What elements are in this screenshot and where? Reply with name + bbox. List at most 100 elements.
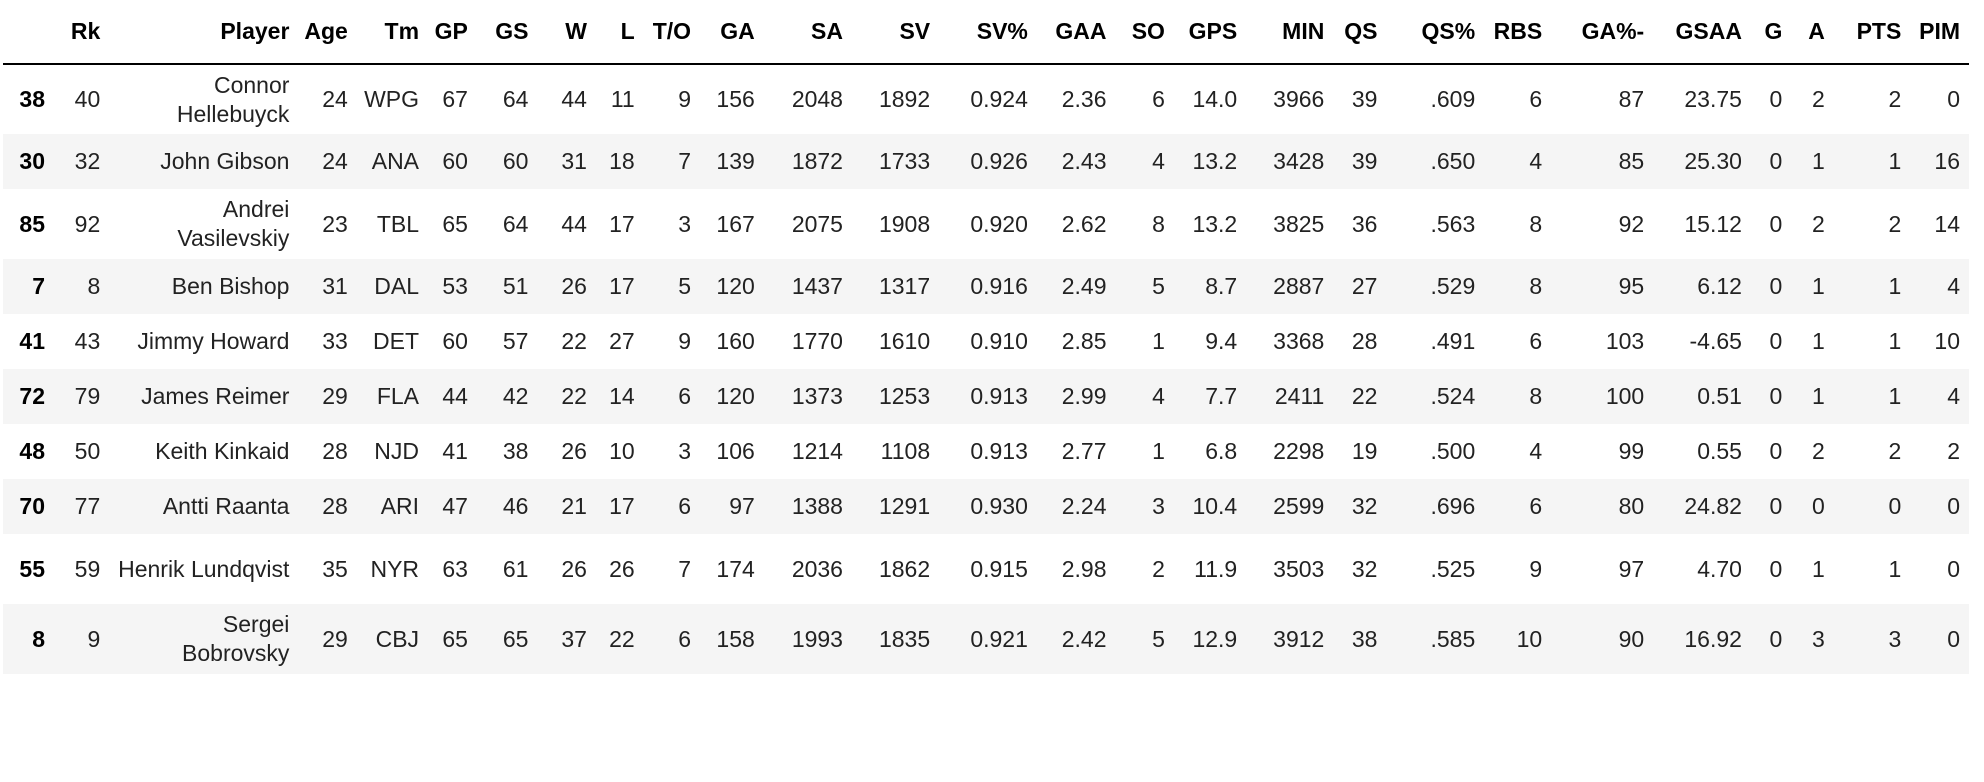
table-cell: .524 [1430,383,1476,409]
table-cell: 6 [1529,328,1543,354]
table-cell: 2 [1888,86,1902,112]
table-cell: 4 [1152,383,1165,409]
column-header[interactable]: PIM [1910,0,1969,65]
table-cell: 3966 [1273,86,1325,112]
column-header[interactable]: QS [1333,0,1387,65]
table-cell: 92 [1618,210,1645,237]
table-cell: 3368 [1273,328,1325,354]
table-cell: 0 [1947,555,1960,582]
table-cell: NJD [374,438,420,464]
column-header[interactable]: SO [1115,0,1174,65]
column-header[interactable]: GS [476,0,538,65]
column-header[interactable]: Player [109,0,299,65]
table-cell: 8 [1529,210,1543,237]
column-header[interactable]: Tm [356,0,429,65]
row-index: 55 [19,555,45,582]
column-header[interactable]: Age [298,0,357,65]
column-header[interactable]: L [595,0,644,65]
column-header[interactable]: GA%- [1551,0,1654,65]
table-cell: 103 [1605,328,1645,354]
table-cell: 2.77 [1061,438,1107,464]
column-header[interactable]: W [537,0,596,65]
table-cell: 2 [1947,438,1960,464]
table-cell: 14 [1934,210,1960,237]
table-cell: 63 [442,555,468,582]
table-cell: 13.2 [1192,210,1238,237]
column-header[interactable]: SA [763,0,852,65]
table-body: 38 40 Connor Hellebuyck 24 WPG 67 64 44 11 9 156 20… [3,64,1969,674]
table-cell: 1 [1812,383,1825,409]
column-header[interactable]: Rk [54,0,110,65]
table-cell: 28 [322,438,348,464]
table-cell: 3825 [1273,210,1325,237]
column-header[interactable]: RBS [1484,0,1552,65]
table-cell: 120 [716,273,755,299]
table-row: 55 59 Henrik Lundqvist 35 NYR 63 61 26 26 7 174 203… [3,534,1969,604]
column-header[interactable]: GAA [1036,0,1116,65]
table-cell: .609 [1430,86,1476,112]
table-cell: 10 [1934,328,1960,354]
table-cell: 1862 [878,555,931,582]
column-header[interactable]: GSAA [1653,0,1751,65]
table-cell: 6 [1529,493,1543,519]
table-cell: 11.9 [1194,555,1238,582]
table-cell: 0.51 [1697,383,1742,409]
column-header[interactable]: QS% [1386,0,1485,65]
table-cell: 46 [502,493,529,519]
table-cell: 17 [609,493,635,519]
column-header[interactable]: MIN [1246,0,1334,65]
table-cell: 97 [1618,555,1645,582]
table-cell: 12.9 [1192,625,1238,652]
table-cell: 0.924 [970,86,1028,112]
table-cell: .491 [1430,328,1476,354]
table-cell: 32 [1351,555,1378,582]
table-cell: 1770 [791,328,843,354]
table-cell: 90 [1618,625,1645,652]
player-name: James Reimer [141,383,290,409]
column-header[interactable]: A [1791,0,1834,65]
column-header[interactable]: T/O [643,0,701,65]
table-cell: 15.12 [1684,210,1742,237]
table-cell: 0.916 [970,273,1028,299]
table-cell: 0.921 [970,625,1028,652]
table-row: 70 77 Antti Raanta 28 ARI 47 46 21 17 6 97 1388 1291… [3,479,1969,534]
column-header[interactable] [3,0,54,65]
table-cell: 39 [1351,148,1378,174]
table-cell: 1 [1812,273,1825,299]
table-cell: 97 [729,493,755,519]
table-cell: 7 [678,555,692,582]
column-header[interactable]: SV% [939,0,1037,65]
table-cell: 2.99 [1061,383,1107,409]
table-cell: -4.65 [1689,328,1742,354]
table-cell: 1388 [791,493,843,519]
player-name: Connor Hellebuyck [176,71,290,127]
table-cell: 31 [561,148,587,174]
column-header[interactable]: SV [851,0,940,65]
table-cell: 2411 [1274,383,1325,409]
table-cell: .500 [1430,438,1476,464]
column-header[interactable]: GP [428,0,477,65]
table-cell: 2.98 [1061,555,1107,582]
table-cell: 79 [74,383,101,409]
table-cell: 99 [1618,438,1645,464]
table-cell: 1317 [878,273,931,299]
table-header-row: Rk Player Age Tm GP GS W L T/O GA SA SV SV% GAA SO GPS M… [3,0,1969,65]
table-cell: 4 [1152,148,1165,174]
table-cell: 0 [1769,148,1783,174]
table-cell: 2.43 [1061,148,1107,174]
table-cell: 10 [609,438,635,464]
player-name: Keith Kinkaid [155,438,290,464]
column-header[interactable]: GA [700,0,764,65]
table-cell: 139 [716,148,755,174]
table-cell: 95 [1618,273,1645,299]
table-cell: 0 [1947,86,1960,112]
column-header[interactable]: PTS [1833,0,1911,65]
table-cell: 16 [1934,148,1960,174]
table-cell: 9 [1529,555,1543,582]
table-cell: 156 [716,86,755,112]
table-cell: 9 [678,328,692,354]
column-header[interactable]: GPS [1173,0,1247,65]
table-cell: 1108 [880,438,931,464]
table-cell: 1835 [878,625,931,652]
column-header[interactable]: G [1750,0,1792,65]
